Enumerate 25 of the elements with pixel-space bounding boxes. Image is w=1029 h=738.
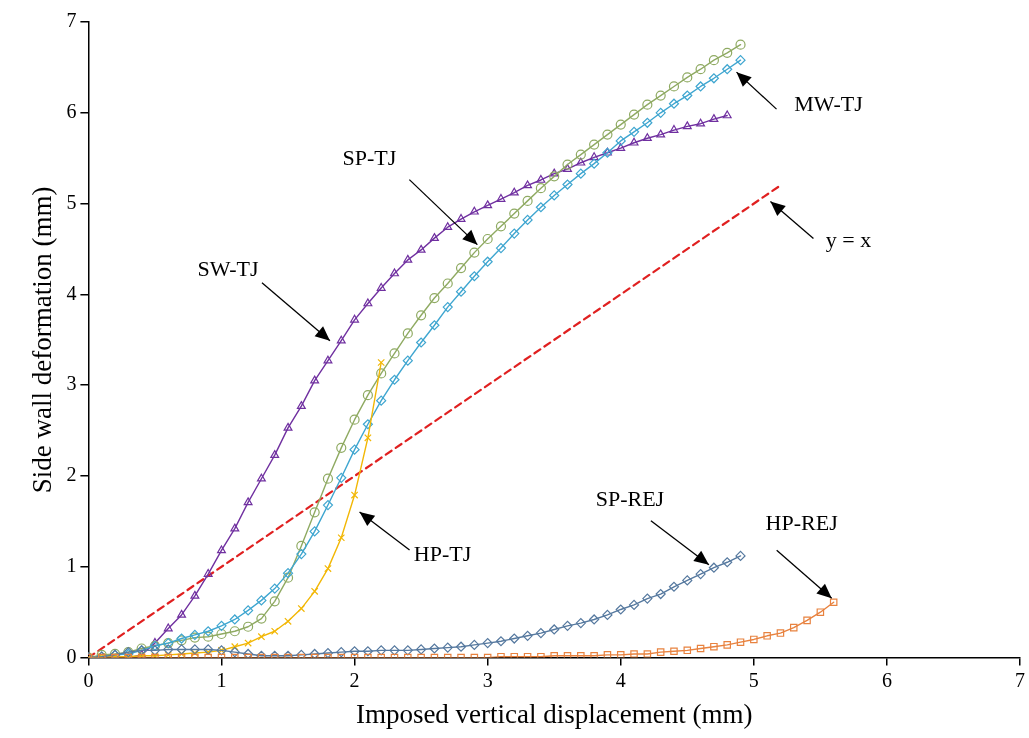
text: SW-TJ bbox=[197, 256, 259, 282]
text: y = x bbox=[825, 227, 872, 253]
y-tick-label: 7 bbox=[66, 9, 77, 32]
y-tick-label: 2 bbox=[66, 463, 77, 486]
text: SP-REJ bbox=[595, 486, 665, 512]
x-tick-label: 6 bbox=[881, 668, 892, 691]
x-axis-title: Imposed vertical displacement (mm) bbox=[355, 698, 753, 729]
text: HP-REJ bbox=[765, 509, 839, 535]
x-tick-label: 0 bbox=[83, 668, 94, 691]
x-tick-label: 7 bbox=[1015, 668, 1025, 691]
x-tick-label: 1 bbox=[216, 668, 227, 691]
text: HP-TJ bbox=[413, 540, 472, 566]
text: MW-TJ bbox=[794, 90, 864, 116]
text: SP-TJ bbox=[342, 145, 397, 171]
y-axis-title: Side wall deformation (mm) bbox=[27, 186, 58, 494]
y-tick-label: 6 bbox=[66, 100, 77, 123]
x-tick-label: 3 bbox=[482, 668, 493, 691]
x-tick-label: 5 bbox=[748, 668, 759, 691]
x-tick-label: 4 bbox=[615, 668, 626, 691]
x-tick-label: 2 bbox=[349, 668, 360, 691]
y-tick-label: 4 bbox=[66, 281, 77, 304]
y-tick-label: 0 bbox=[66, 644, 77, 667]
y-tick-label: 3 bbox=[66, 372, 77, 395]
y-tick-label: 1 bbox=[66, 554, 77, 577]
y-tick-label: 5 bbox=[66, 190, 77, 213]
